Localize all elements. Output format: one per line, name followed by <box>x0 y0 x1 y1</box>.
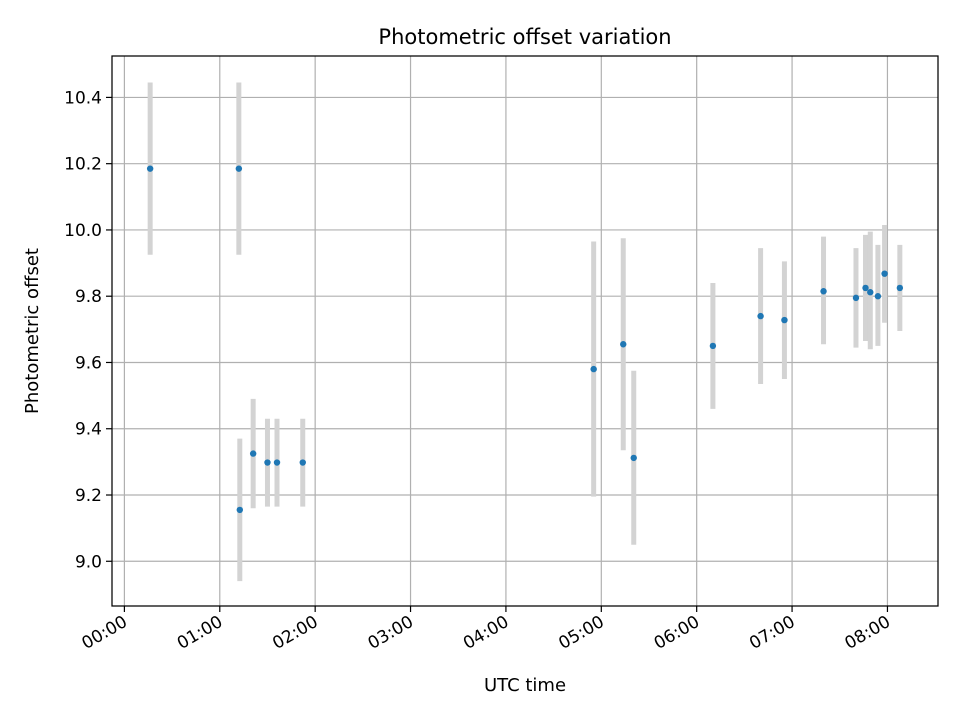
y-tick-label: 10.4 <box>64 88 102 108</box>
data-point <box>757 312 764 320</box>
data-point <box>236 506 244 514</box>
y-tick-label: 10.0 <box>64 221 102 241</box>
data-point <box>249 450 257 457</box>
plot-frame <box>111 55 939 607</box>
y-tick-label: 9.4 <box>75 420 102 440</box>
data-point <box>862 284 869 292</box>
data-point <box>146 165 154 172</box>
data-point <box>867 289 874 296</box>
data-points <box>146 165 904 514</box>
grid <box>112 56 938 606</box>
data-point <box>896 284 904 292</box>
data-point <box>590 365 597 373</box>
y-axis-title: Photometric offset <box>22 248 43 414</box>
y-tick-label: 9.6 <box>75 353 102 373</box>
y-tick-label: 9.2 <box>75 486 102 506</box>
data-point <box>630 454 637 462</box>
data-point <box>852 294 860 302</box>
data-point <box>881 270 888 277</box>
data-point <box>235 165 243 172</box>
y-axis-ticks: 9.0 9.2 9.4 9.6 9.8 10.0 10.2 10.4 <box>64 88 112 572</box>
data-point <box>709 342 717 350</box>
data-point <box>820 288 827 295</box>
y-tick-label: 9.0 <box>75 552 102 572</box>
chart-title: Photometric offset variation <box>378 25 671 49</box>
data-point <box>264 459 271 466</box>
data-point <box>620 341 627 348</box>
data-point <box>299 459 306 466</box>
x-axis-title: UTC time <box>484 675 566 696</box>
data-point <box>781 316 788 324</box>
data-point <box>874 293 882 300</box>
y-tick-label: 9.8 <box>75 287 102 307</box>
y-tick-label: 10.2 <box>64 155 102 175</box>
data-point <box>273 459 281 466</box>
